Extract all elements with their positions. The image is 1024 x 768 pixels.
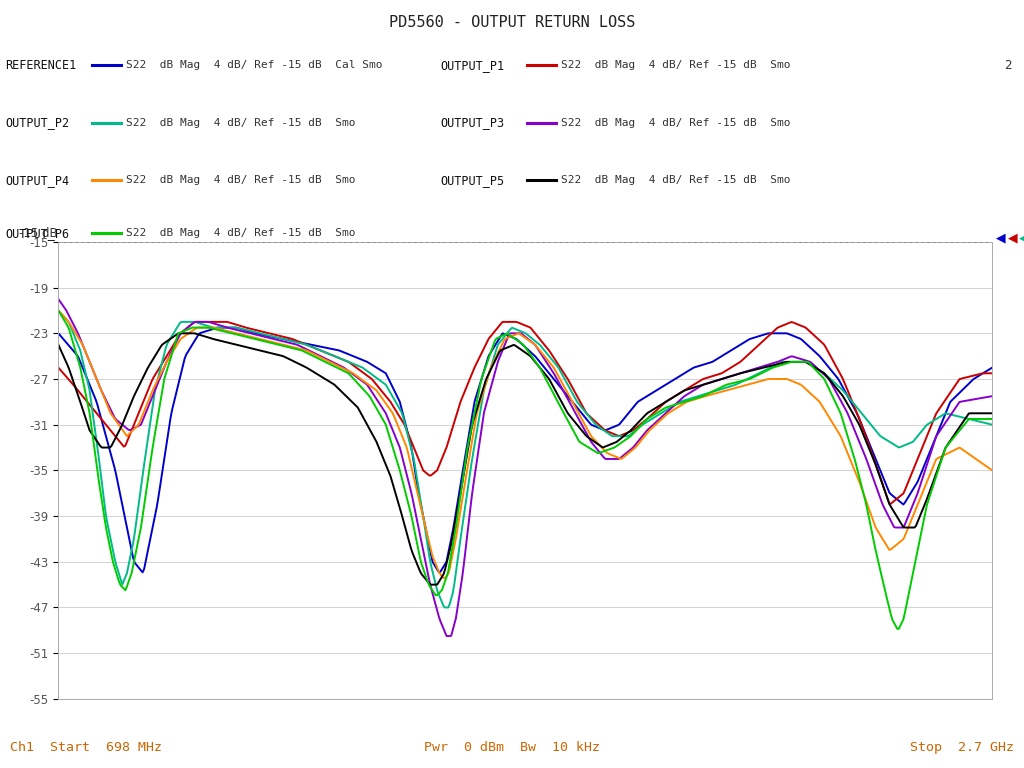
Text: OUTPUT_P1: OUTPUT_P1 (440, 59, 505, 71)
Text: PD5560 - OUTPUT RETURN LOSS: PD5560 - OUTPUT RETURN LOSS (389, 15, 635, 30)
Text: S22  dB Mag  4 dB/ Ref -15 dB  Smo: S22 dB Mag 4 dB/ Ref -15 dB Smo (126, 118, 355, 128)
Text: S22  dB Mag  4 dB/ Ref -15 dB  Smo: S22 dB Mag 4 dB/ Ref -15 dB Smo (561, 175, 791, 186)
Text: S22  dB Mag  4 dB/ Ref -15 dB  Smo: S22 dB Mag 4 dB/ Ref -15 dB Smo (126, 175, 355, 186)
Text: ◀: ◀ (1008, 232, 1017, 244)
Text: Pwr  0 dBm  Bw  10 kHz: Pwr 0 dBm Bw 10 kHz (424, 741, 600, 754)
Text: OUTPUT_P2: OUTPUT_P2 (5, 117, 70, 129)
Text: 2: 2 (1005, 59, 1012, 71)
Text: OUTPUT_P3: OUTPUT_P3 (440, 117, 505, 129)
Text: REFERENCE1: REFERENCE1 (5, 59, 77, 71)
Text: OUTPUT_P6: OUTPUT_P6 (5, 227, 70, 240)
Text: S22  dB Mag  4 dB/ Ref -15 dB  Smo: S22 dB Mag 4 dB/ Ref -15 dB Smo (126, 228, 355, 239)
Text: S22  dB Mag  4 dB/ Ref -15 dB  Smo: S22 dB Mag 4 dB/ Ref -15 dB Smo (561, 60, 791, 71)
Text: OUTPUT_P5: OUTPUT_P5 (440, 174, 505, 187)
Text: S22  dB Mag  4 dB/ Ref -15 dB  Cal Smo: S22 dB Mag 4 dB/ Ref -15 dB Cal Smo (126, 60, 382, 71)
Text: S22  dB Mag  4 dB/ Ref -15 dB  Smo: S22 dB Mag 4 dB/ Ref -15 dB Smo (561, 118, 791, 128)
Text: OUTPUT_P4: OUTPUT_P4 (5, 174, 70, 187)
Text: ◀: ◀ (996, 232, 1006, 244)
Text: ◀: ◀ (1019, 232, 1024, 244)
Text: -15 dB: -15 dB (18, 227, 57, 240)
Text: Stop  2.7 GHz: Stop 2.7 GHz (909, 741, 1014, 754)
Text: Ch1  Start  698 MHz: Ch1 Start 698 MHz (10, 741, 162, 754)
